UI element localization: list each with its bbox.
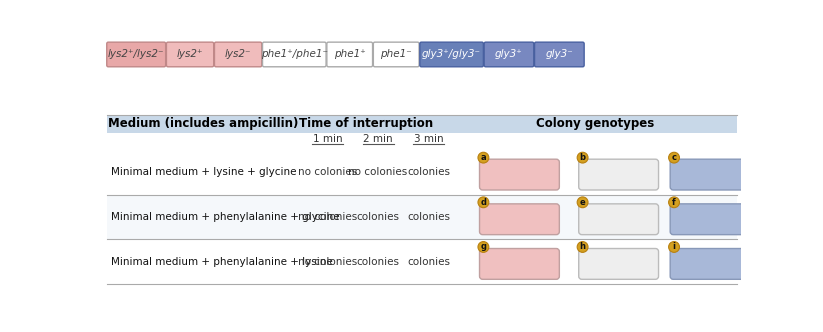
Circle shape: [577, 242, 588, 252]
Text: d: d: [481, 198, 486, 207]
Text: colonies: colonies: [356, 212, 399, 222]
FancyBboxPatch shape: [107, 42, 165, 67]
Text: phe1⁻: phe1⁻: [380, 49, 412, 59]
FancyBboxPatch shape: [484, 42, 534, 67]
Text: gly3⁺/gly3⁻: gly3⁺/gly3⁻: [422, 49, 481, 59]
Text: phe1⁺/phe1⁻: phe1⁺/phe1⁻: [261, 49, 328, 59]
Text: 3 min: 3 min: [414, 134, 444, 144]
Text: colonies: colonies: [356, 257, 399, 267]
Text: Minimal medium + phenylalanine + lysine: Minimal medium + phenylalanine + lysine: [110, 257, 332, 267]
Circle shape: [668, 242, 680, 252]
Text: gly3⁺: gly3⁺: [495, 49, 523, 59]
Bar: [107, 239, 737, 284]
Text: Colony genotypes: Colony genotypes: [536, 117, 654, 130]
FancyBboxPatch shape: [374, 42, 419, 67]
FancyBboxPatch shape: [215, 42, 262, 67]
FancyBboxPatch shape: [670, 204, 750, 235]
Text: a: a: [481, 153, 486, 162]
Text: colonies: colonies: [407, 257, 450, 267]
Text: g: g: [481, 242, 486, 251]
FancyBboxPatch shape: [480, 249, 560, 279]
Text: no colonies: no colonies: [298, 167, 357, 177]
Bar: [107, 195, 737, 239]
Text: colonies: colonies: [407, 212, 450, 222]
Circle shape: [668, 152, 680, 163]
Text: e: e: [579, 198, 585, 207]
Text: no colonies: no colonies: [298, 212, 357, 222]
FancyBboxPatch shape: [327, 42, 373, 67]
FancyBboxPatch shape: [166, 42, 214, 67]
Circle shape: [478, 152, 489, 163]
Bar: [107, 150, 737, 195]
Text: colonies: colonies: [407, 167, 450, 177]
Text: f: f: [672, 198, 676, 207]
FancyBboxPatch shape: [420, 42, 483, 67]
Text: Minimal medium + phenylalanine + glycine: Minimal medium + phenylalanine + glycine: [110, 212, 339, 222]
FancyBboxPatch shape: [263, 42, 326, 67]
FancyBboxPatch shape: [579, 249, 658, 279]
Text: no colonies: no colonies: [348, 167, 407, 177]
Text: i: i: [672, 242, 676, 251]
Text: Medium (includes ampicillin): Medium (includes ampicillin): [109, 117, 299, 130]
FancyBboxPatch shape: [579, 159, 658, 190]
FancyBboxPatch shape: [670, 249, 750, 279]
Circle shape: [478, 197, 489, 208]
FancyBboxPatch shape: [535, 42, 584, 67]
Text: c: c: [672, 153, 677, 162]
Text: lys2⁻: lys2⁻: [225, 49, 251, 59]
Circle shape: [577, 197, 588, 208]
FancyBboxPatch shape: [480, 204, 560, 235]
Text: 1 min: 1 min: [313, 134, 342, 144]
Text: 2 min: 2 min: [363, 134, 393, 144]
Text: phe1⁺: phe1⁺: [334, 49, 365, 59]
Text: gly3⁻: gly3⁻: [546, 49, 574, 59]
FancyBboxPatch shape: [670, 159, 750, 190]
Text: h: h: [579, 242, 586, 251]
Text: lys2⁺/lys2⁻: lys2⁺/lys2⁻: [108, 49, 165, 59]
FancyBboxPatch shape: [579, 204, 658, 235]
Circle shape: [478, 242, 489, 252]
Text: no colonies: no colonies: [298, 257, 357, 267]
Circle shape: [577, 152, 588, 163]
FancyBboxPatch shape: [480, 159, 560, 190]
Circle shape: [668, 197, 680, 208]
Text: Time of interruption: Time of interruption: [300, 117, 434, 130]
Text: b: b: [579, 153, 586, 162]
Text: lys2⁺: lys2⁺: [177, 49, 203, 59]
Text: Minimal medium + lysine + glycine: Minimal medium + lysine + glycine: [110, 167, 296, 177]
Bar: [107, 115, 737, 133]
